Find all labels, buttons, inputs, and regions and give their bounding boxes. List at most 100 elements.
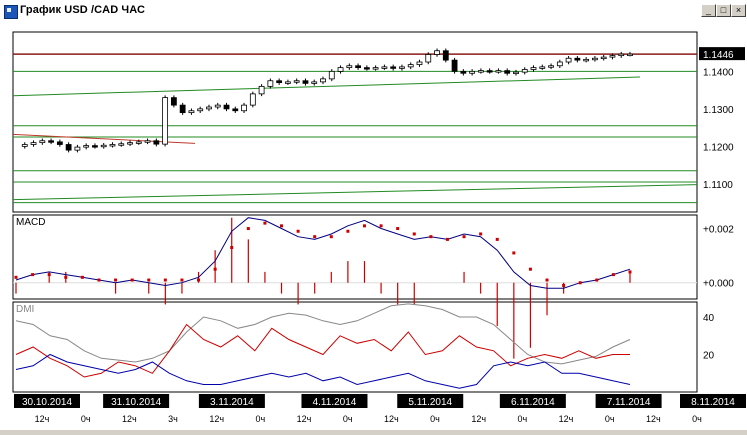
price-axis-label: 1.1200 (703, 142, 734, 153)
candle-body (328, 70, 335, 80)
candle-body (565, 57, 572, 63)
candle-body (600, 56, 607, 60)
macd-signal-point (80, 275, 84, 279)
candle-body (293, 80, 300, 83)
macd-axis-label: +0.000 (703, 279, 734, 290)
candle-body (548, 65, 554, 68)
hour-label: 0ч (81, 414, 91, 424)
candle-body (30, 142, 37, 145)
hour-label: 0ч (430, 414, 440, 424)
candle-body (100, 144, 107, 148)
candle-body (39, 140, 46, 144)
macd-signal-point (14, 275, 18, 279)
hour-label: 12ч (35, 414, 50, 424)
candle-body (197, 108, 204, 112)
macd-signal-point (396, 227, 400, 231)
date-label: 5.11.2014 (408, 397, 452, 408)
candle-body (337, 67, 344, 72)
macd-signal-point (528, 267, 532, 271)
candle-body (460, 70, 467, 74)
macd-label: MACD (16, 217, 45, 228)
candle-body (372, 67, 379, 70)
candle-body (390, 66, 397, 69)
candle-body (276, 80, 283, 84)
candle-body (574, 57, 581, 61)
date-label: 6.11.2014 (511, 397, 555, 408)
candle-body (56, 141, 63, 145)
candle-body (495, 70, 502, 73)
macd-signal-point (31, 273, 35, 277)
window-title: График USD /CAD ЧАС (20, 4, 146, 16)
hour-label: 12ч (471, 414, 486, 424)
candle-body (416, 61, 423, 66)
macd-signal-point (130, 278, 134, 282)
panel-frame-1 (12, 214, 698, 300)
macd-signal-point (280, 224, 284, 228)
macd-signal-point (628, 270, 632, 274)
candle-body (451, 59, 458, 72)
macd-signal-point (545, 278, 549, 282)
price-axis-label: 1.1300 (703, 105, 734, 116)
candle-body (109, 144, 116, 147)
candle-body (609, 55, 616, 58)
candle-body (214, 104, 221, 108)
panel-frame-2 (12, 301, 698, 393)
candle-body (486, 70, 493, 73)
candle-body (363, 67, 370, 70)
macd-signal-point (346, 229, 350, 233)
candle-body (249, 93, 256, 106)
maximize-button[interactable]: □ (716, 4, 731, 17)
chart-app-icon (4, 5, 18, 19)
macd-signal-point (313, 235, 317, 239)
candle-body (346, 65, 353, 69)
macd-signal-point (445, 237, 449, 241)
macd-signal-point (595, 278, 599, 282)
hour-label: 12ч (559, 414, 574, 424)
macd-signal-point (180, 278, 184, 282)
candle-body (118, 143, 125, 146)
macd-signal-point (562, 283, 566, 287)
candle-body (539, 66, 546, 69)
candle-body (153, 140, 160, 145)
candle-body (135, 141, 142, 144)
macd-line (15, 217, 631, 289)
candle-body (381, 66, 388, 69)
date-label-box (103, 394, 170, 408)
candle-body (425, 54, 432, 63)
macd-signal-point (462, 235, 466, 239)
dmi-axis-label: 20 (703, 351, 715, 362)
candle-body (258, 85, 265, 95)
date-label-box (301, 394, 368, 408)
candle-body (302, 80, 309, 84)
macd-signal-point (47, 273, 51, 277)
date-label: 8.11.2014 (691, 397, 735, 408)
candle-body (188, 110, 195, 114)
candle-body (170, 97, 177, 106)
macd-signal-point (213, 267, 217, 271)
dmi-plus-di-line (15, 323, 630, 378)
date-label-box (14, 394, 80, 408)
close-button[interactable]: × (731, 4, 746, 17)
candle-body (285, 81, 291, 84)
candle-body (583, 58, 590, 62)
candle-body (241, 104, 247, 112)
hour-label: 0ч (517, 414, 527, 424)
macd-signal-point (230, 246, 234, 250)
hour-label: 12ч (297, 414, 312, 424)
macd-signal-point (362, 224, 366, 228)
minimize-button[interactable]: _ (701, 4, 716, 17)
chart-area[interactable]: 1.1100 1.1200 1.1300 1.1400 1.1446 MACD +0.002… (0, 22, 747, 430)
trend-line-green (12, 76, 641, 97)
dmi-adx-line (15, 303, 631, 365)
candle-body (232, 108, 239, 112)
macd-signal-point (611, 273, 615, 277)
candle-body (477, 70, 484, 73)
candle-body (513, 71, 519, 75)
candle-body (127, 142, 133, 145)
date-label-box (595, 394, 662, 408)
candle-body (223, 104, 230, 110)
candle-body (92, 145, 98, 148)
macd-signal-point (512, 251, 516, 255)
macd-signal-point (296, 229, 300, 233)
candle-body (521, 69, 528, 73)
